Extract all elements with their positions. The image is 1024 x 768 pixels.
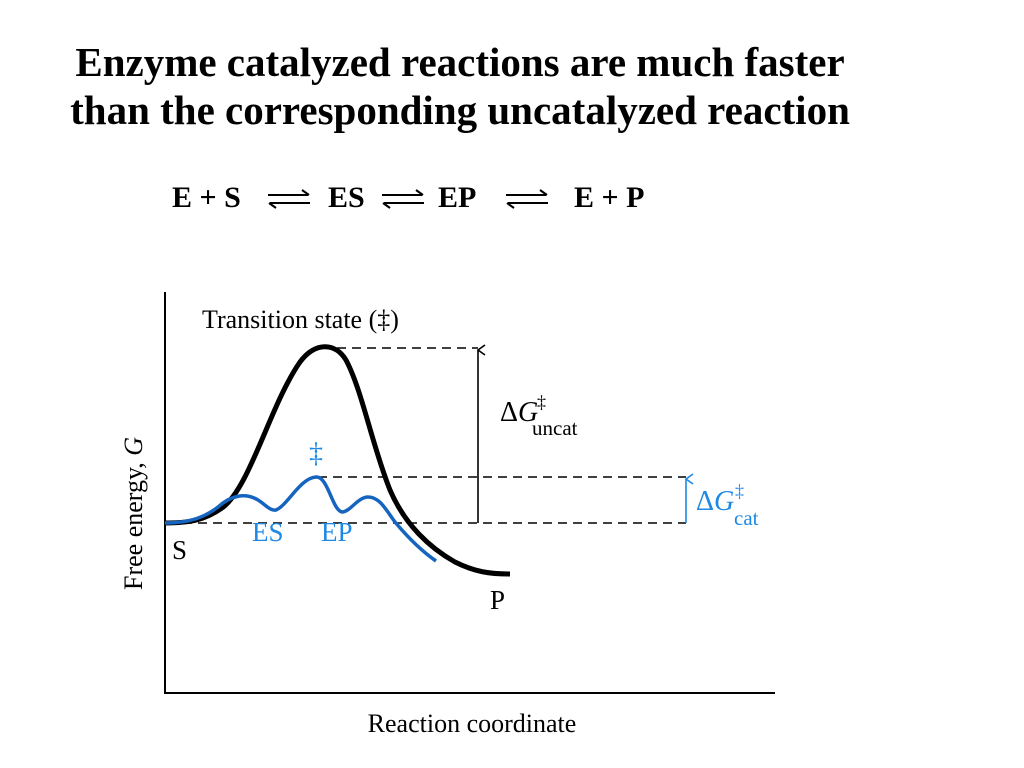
y-axis-label-text: Free energy,	[119, 456, 148, 590]
transition-state-label: Transition state (‡)	[202, 305, 399, 334]
es-label: ES	[252, 517, 284, 547]
ep-label: EP	[321, 517, 353, 547]
dg-uncat-subscript: uncat	[532, 416, 578, 440]
title-line-1: Enzyme catalyzed reactions are much fast…	[75, 39, 845, 85]
dg-uncat-symbol: G	[518, 397, 538, 428]
dg-uncat-label: ΔG	[500, 397, 538, 428]
equilibrium-arrow-icon	[268, 189, 310, 209]
slide-title: Enzyme catalyzed reactions are much fast…	[0, 38, 920, 134]
catalyzed-ts-label: ‡	[309, 438, 323, 469]
equation-term-e-plus-p: E + P	[574, 181, 645, 214]
title-line-2: than the corresponding uncatalyzed react…	[70, 87, 850, 133]
s-label: S	[172, 535, 187, 565]
dg-cat-label: ΔG	[696, 486, 734, 517]
dg-cat-symbol: G	[714, 486, 734, 517]
x-axis-label: Reaction coordinate	[368, 709, 577, 738]
equation-term-ep: EP	[438, 181, 477, 214]
equation-term-e-plus-s: E + S	[172, 181, 241, 214]
equilibrium-arrow-icon	[382, 189, 424, 209]
dg-cat-subscript: cat	[734, 506, 759, 530]
dg-cat-delta: Δ	[696, 486, 714, 517]
y-axis-label: Free energy, G	[119, 437, 148, 590]
p-label: P	[490, 585, 505, 615]
equation-term-es: ES	[328, 181, 365, 214]
catalyzed-curve	[164, 475, 437, 563]
equilibrium-arrow-icon	[506, 189, 548, 209]
reaction-equation: E + S ES EP E + P	[0, 178, 1024, 228]
dg-uncat-delta: Δ	[500, 397, 518, 428]
dg-cat-superscript: ‡	[735, 481, 744, 501]
dg-uncat-superscript: ‡	[537, 392, 546, 412]
y-axis-label-symbol: G	[119, 437, 148, 456]
